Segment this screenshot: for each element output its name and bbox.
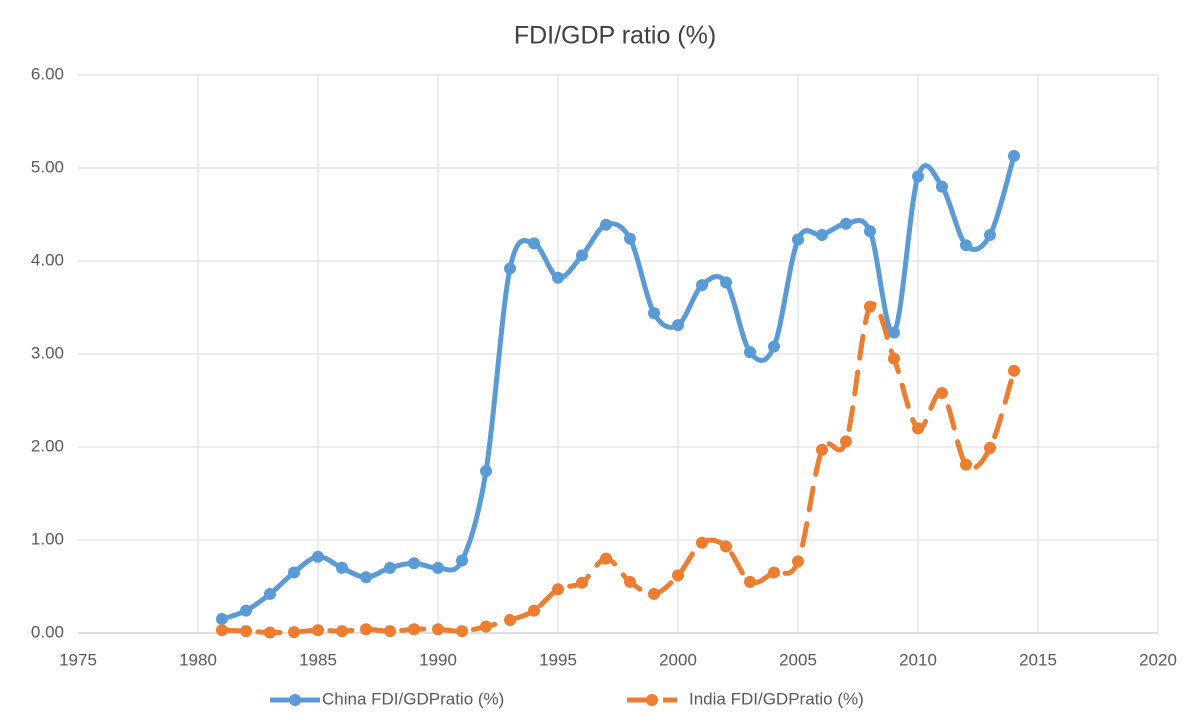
- x-tick-label: 1995: [539, 650, 577, 669]
- data-point: [816, 443, 828, 456]
- data-point: [696, 536, 708, 549]
- x-tick-label: 2000: [659, 650, 697, 669]
- chart-title: FDI/GDP ratio (%): [514, 22, 716, 50]
- data-point: [480, 620, 492, 633]
- data-point: [672, 319, 684, 332]
- data-point: [240, 625, 252, 638]
- y-tick-label: 1.00: [31, 529, 64, 548]
- x-tick-label: 2005: [779, 650, 817, 669]
- data-point: [600, 552, 612, 565]
- data-point: [744, 575, 756, 588]
- data-point: [792, 233, 804, 246]
- data-point: [936, 180, 948, 193]
- data-point: [984, 228, 996, 241]
- x-tick-label: 1985: [299, 650, 337, 669]
- data-point: [840, 217, 852, 230]
- x-tick-label: 1990: [419, 650, 457, 669]
- data-point: [240, 604, 252, 617]
- data-point: [312, 624, 324, 637]
- legend-label: India FDI/GDPratio (%): [689, 689, 864, 708]
- data-point: [960, 239, 972, 252]
- x-tick-label: 2020: [1139, 650, 1177, 669]
- data-point: [216, 613, 228, 626]
- data-point: [360, 623, 372, 636]
- data-point: [744, 346, 756, 359]
- data-point: [504, 613, 516, 626]
- data-point: [960, 458, 972, 471]
- data-point: [264, 626, 276, 639]
- y-tick-label: 4.00: [31, 250, 64, 269]
- legend-marker: [646, 694, 658, 706]
- data-point: [456, 554, 468, 567]
- data-point: [768, 566, 780, 579]
- data-point: [696, 279, 708, 292]
- data-point: [432, 561, 444, 574]
- data-point: [312, 550, 324, 563]
- data-point: [816, 228, 828, 241]
- data-point: [528, 237, 540, 250]
- data-point: [864, 225, 876, 238]
- data-point: [504, 262, 516, 275]
- data-point: [264, 587, 276, 600]
- x-tick-label: 2015: [1019, 650, 1057, 669]
- data-point: [456, 625, 468, 638]
- data-point: [888, 352, 900, 365]
- data-point: [552, 271, 564, 284]
- legend-label: China FDI/GDPratio (%): [322, 689, 504, 708]
- data-point: [288, 626, 300, 639]
- data-point: [288, 566, 300, 579]
- data-point: [528, 604, 540, 617]
- data-point: [672, 569, 684, 582]
- data-point: [576, 576, 588, 589]
- data-point: [432, 623, 444, 636]
- data-point: [648, 307, 660, 320]
- data-point: [336, 561, 348, 574]
- data-point: [576, 249, 588, 262]
- data-point: [720, 276, 732, 289]
- data-point: [1008, 149, 1020, 162]
- data-point: [384, 561, 396, 574]
- data-point: [360, 571, 372, 584]
- y-tick-label: 3.00: [31, 343, 64, 362]
- x-tick-label: 1975: [59, 650, 97, 669]
- x-tick-label: 1980: [179, 650, 217, 669]
- data-point: [552, 583, 564, 596]
- data-point: [624, 232, 636, 245]
- data-point: [648, 587, 660, 600]
- data-point: [336, 625, 348, 638]
- data-point: [624, 575, 636, 588]
- y-tick-label: 0.00: [31, 622, 64, 641]
- data-point: [864, 300, 876, 313]
- data-point: [408, 623, 420, 636]
- data-point: [984, 441, 996, 454]
- data-point: [888, 326, 900, 339]
- data-point: [384, 625, 396, 638]
- data-point: [912, 170, 924, 183]
- data-point: [600, 218, 612, 231]
- y-tick-label: 6.00: [31, 64, 64, 83]
- data-point: [912, 422, 924, 435]
- data-point: [408, 557, 420, 570]
- x-tick-label: 2010: [899, 650, 937, 669]
- series-line: [219, 301, 1017, 636]
- data-point: [768, 340, 780, 353]
- data-point: [216, 624, 228, 637]
- data-point: [792, 555, 804, 568]
- data-point: [1008, 364, 1020, 377]
- y-tick-label: 5.00: [31, 157, 64, 176]
- legend-marker: [289, 694, 301, 706]
- data-point: [936, 387, 948, 400]
- data-point: [840, 435, 852, 448]
- data-point: [720, 540, 732, 553]
- y-tick-label: 2.00: [31, 436, 64, 455]
- data-point: [480, 465, 492, 478]
